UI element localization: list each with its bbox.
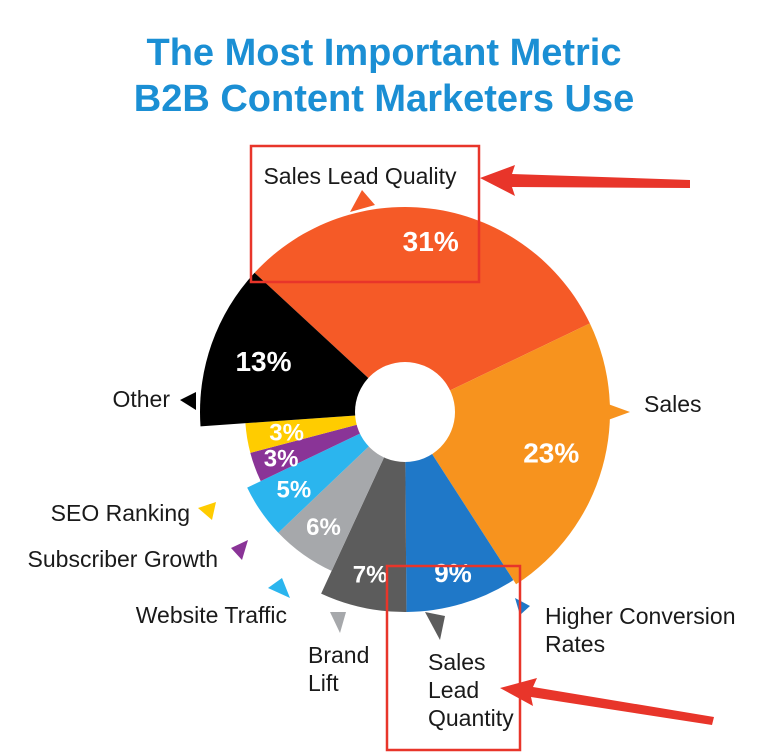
label-pointer-website-traffic (268, 578, 290, 598)
pie-slices (180, 190, 630, 640)
label-pointer-sales-lead-quality (350, 190, 375, 212)
chart-title-line-1: The Most Important Metric (146, 32, 622, 74)
value-label-other: 13% (235, 346, 291, 377)
chart-title: The Most Important Metric B2B Content Ma… (0, 30, 768, 122)
highlight-annotations (249, 144, 714, 752)
chart-title-line-2: B2B Content Marketers Use (133, 78, 635, 120)
pie-slice-brand-lift (278, 412, 405, 571)
donut-hole (355, 362, 455, 462)
pie-slice-sales-lead-quality (254, 206, 590, 412)
category-label-sales: Sales (644, 391, 702, 417)
highlight-arrow-sales-lead-quantity (500, 678, 714, 725)
value-label-subscriber-growth: 3% (264, 446, 299, 473)
label-pointer-sales (608, 404, 630, 420)
value-label-higher-conversion-rates: 9% (434, 558, 472, 588)
category-label-website-traffic: Website Traffic (136, 602, 287, 628)
category-label-subscriber-growth: Subscriber Growth (28, 546, 218, 572)
highlight-box-sales-lead-quantity (385, 564, 522, 752)
percentage-labels: 31% 23% 9% 7% 6% 5% 3%3% 13% (235, 226, 579, 588)
label-pointer-seo-ranking (198, 502, 216, 520)
pie-slice-sales-lead-quantity (321, 412, 407, 612)
category-label-sales-lead-quality: Sales Lead Quality (263, 163, 457, 189)
value-label-seo-ranking: 3% (269, 420, 304, 447)
pie-slice-higher-conversion-rates (405, 412, 514, 612)
value-label-website-traffic: 5% (277, 477, 312, 504)
category-label-seo-ranking: SEO Ranking (51, 500, 190, 526)
label-pointer-sales-lead-quantity (425, 612, 445, 640)
label-pointer-other (180, 392, 196, 410)
label-pointer-higher-conversion-rates (515, 598, 530, 615)
value-label-sales: 23% (523, 437, 579, 468)
value-label-sales-lead-quality: 31% (403, 226, 459, 257)
highlight-arrow-sales-lead-quality (480, 165, 690, 196)
category-label-higher-conversion-rates: Higher Conversion Rates (545, 603, 735, 657)
value-label-brand-lift: 6% (306, 514, 341, 541)
highlight-box-sales-lead-quality (249, 144, 481, 284)
category-label-brand-lift: Brand Lift (308, 642, 369, 696)
category-labels: Sales Lead Quality Sales Higher Conversion… (28, 163, 736, 731)
value-label-sales-lead-quantity: 7% (353, 561, 388, 588)
label-pointer-subscriber-growth (231, 540, 248, 560)
category-label-other: Other (112, 386, 170, 412)
pie-slice-other (200, 272, 405, 427)
category-label-sales-lead-quantity: Sales Lead Quantity (428, 649, 514, 731)
label-pointer-brand-lift (330, 612, 346, 633)
pie-slice-sales (405, 323, 610, 585)
